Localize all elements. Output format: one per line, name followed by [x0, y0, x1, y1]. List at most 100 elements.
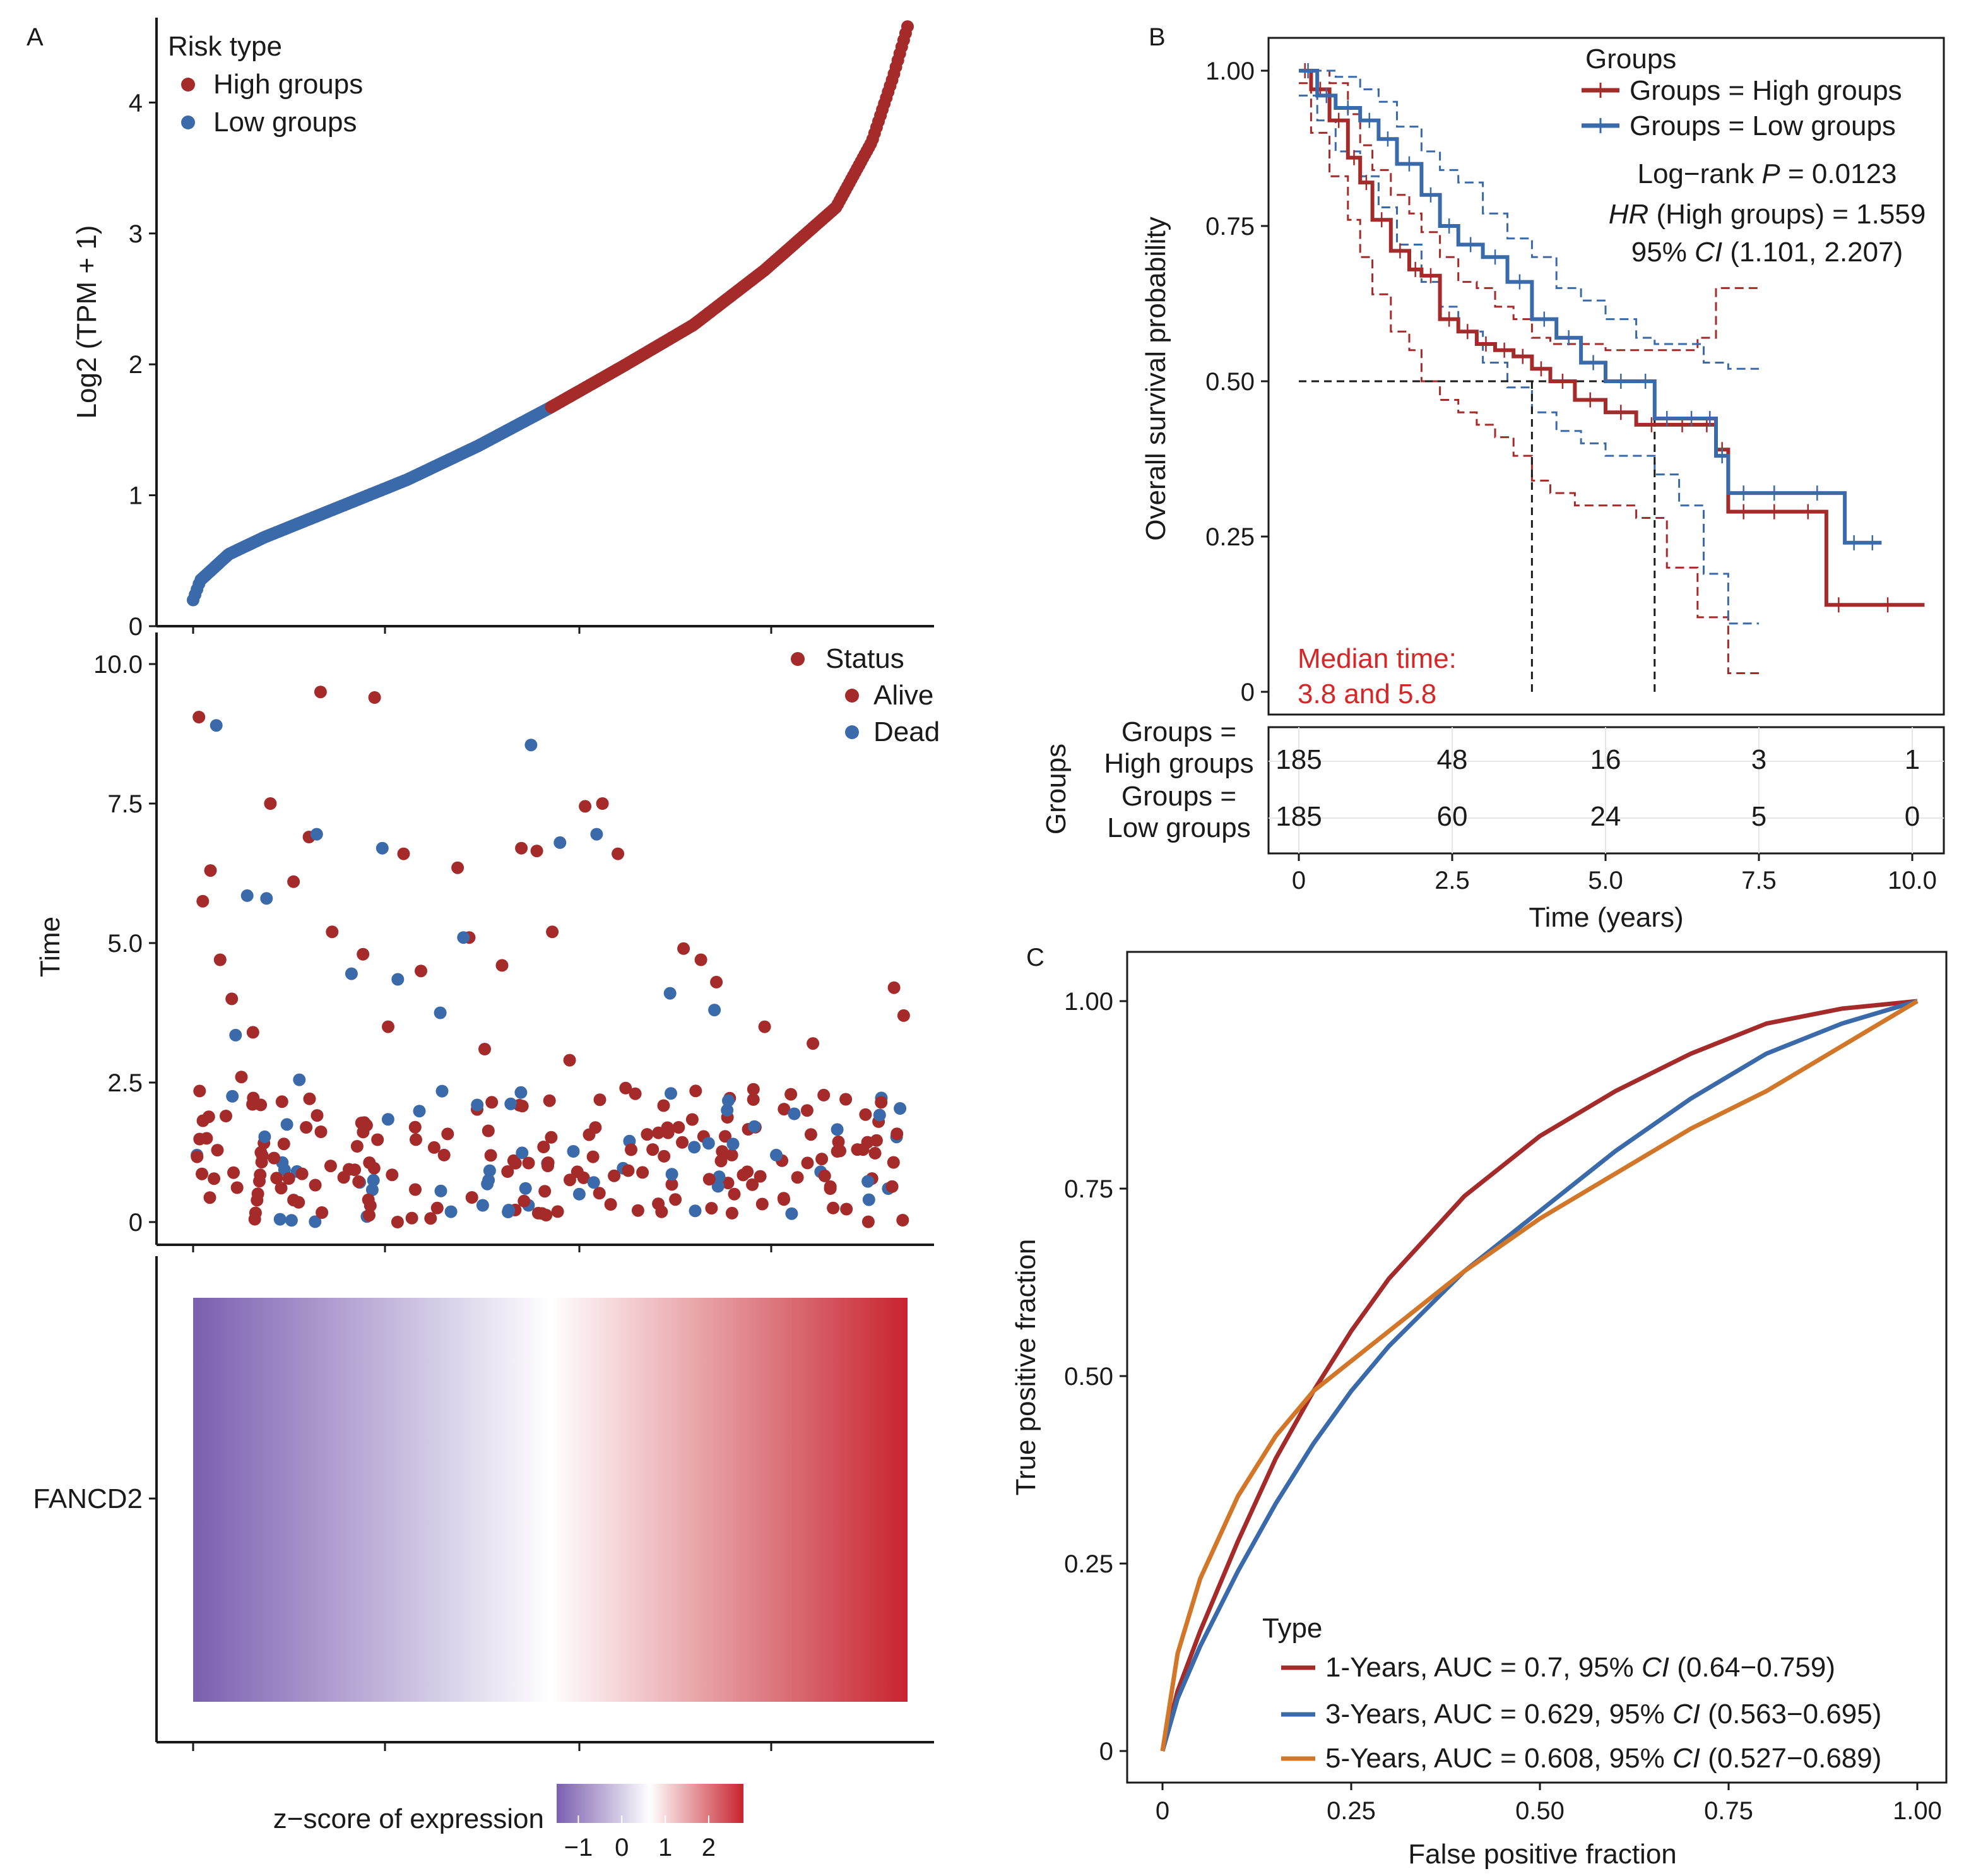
b-risk-count-low: 24: [1590, 801, 1621, 832]
a-mid-point: [641, 1128, 654, 1141]
a-mid-point: [471, 1098, 484, 1112]
a-mid-legend-dead: Dead: [873, 716, 940, 747]
b-risk-high-label2: High groups: [1104, 748, 1253, 779]
b-stat-hr: HR (High groups) = 1.559: [1609, 199, 1926, 230]
a-mid-point: [619, 1081, 632, 1095]
panel-c-roc: 0 0 0.25 0.25 0.50 0.50 0.75 0.75 1.00 1.00 True …: [1010, 951, 1948, 1870]
a-mid-point: [371, 1133, 384, 1146]
a-mid-point: [784, 1088, 798, 1101]
a-mid-point: [504, 1097, 518, 1110]
a-mid-point: [587, 1176, 600, 1189]
b-legend: Groups Groups = High groups Groups = Low…: [1582, 44, 1902, 141]
a-mid-point: [711, 1180, 725, 1193]
a-mid-point: [665, 1178, 678, 1191]
panel-b-label: B: [1149, 23, 1166, 51]
a-mid-point: [397, 847, 410, 860]
b-stat-ci-value: (1.101, 2.207): [1722, 237, 1903, 268]
a-mid-point: [324, 1160, 337, 1173]
a-mid-point: [293, 1073, 306, 1086]
a-mid-point: [840, 1202, 853, 1216]
a-mid-point: [509, 1156, 522, 1170]
c-legend-1: 1-Years, AUC = 0.7, 95% CI (0.64−0.759): [1325, 1652, 1835, 1683]
colorbar: [557, 1784, 743, 1823]
a-mid-point: [631, 1204, 644, 1217]
a-mid-point: [391, 973, 405, 986]
b-ci-lower: [1299, 82, 1759, 674]
b-median-line2: 3.8 and 5.8: [1298, 679, 1436, 709]
b-xtick-label: 5.0: [1588, 867, 1623, 894]
a-mid-point: [567, 1145, 580, 1158]
a-mid-point: [596, 797, 609, 810]
a-mid-point: [501, 1165, 514, 1178]
b-stat-hr-value: (High groups) = 1.559: [1648, 199, 1926, 230]
a-mid-point: [862, 1193, 875, 1206]
colorbar-title: z−score of expression: [273, 1803, 544, 1834]
a-mid-point: [747, 1083, 760, 1096]
a-mid-point: [778, 1103, 791, 1116]
a-mid-point: [541, 1156, 555, 1169]
a-mid-point: [716, 1145, 729, 1158]
c-legend-1-ci: CI: [1642, 1652, 1669, 1683]
c-legend-1-suffix: (0.64−0.759): [1669, 1652, 1835, 1683]
a-mid-point: [522, 1156, 535, 1170]
a-mid-point: [545, 1131, 558, 1144]
a-mid-point: [409, 1183, 422, 1196]
b-stat-logrank-prefix: Log−rank: [1637, 158, 1761, 189]
c-legend-3-ci: CI: [1672, 1699, 1700, 1730]
a-top-yticks: 0 1 2 3 4: [129, 89, 157, 641]
b-risk-count-high: 48: [1437, 744, 1468, 775]
c-legend-title: Type: [1262, 1613, 1322, 1644]
b-ytick-label: 0.25: [1205, 523, 1255, 551]
b-xtick-label: 2.5: [1435, 867, 1470, 894]
c-ytick-label: 0.25: [1064, 1550, 1113, 1578]
b-xtick-label: 7.5: [1741, 867, 1777, 894]
a-mid-point: [381, 1113, 394, 1126]
a-mid-point: [316, 1206, 329, 1219]
a-mid-point: [694, 953, 707, 966]
c-xtick-label: 0.50: [1515, 1797, 1565, 1825]
a-mid-point: [689, 1084, 702, 1098]
a-mid-point: [713, 1170, 726, 1184]
a-mid-point: [280, 1118, 293, 1131]
c-ytick-label: 0.50: [1064, 1363, 1113, 1391]
a-mid-point: [702, 1173, 716, 1186]
a-mid-point: [721, 1103, 734, 1117]
a-mid-ytick-label: 10.0: [93, 651, 143, 679]
a-mid-legend-alive-marker: [845, 689, 859, 703]
a-mid-point: [203, 1191, 216, 1204]
a-mid-point: [310, 828, 323, 841]
a-mid-point: [424, 1212, 437, 1225]
a-top-legend: Risk type High groups Low groups: [168, 31, 363, 138]
a-mid-point: [593, 1093, 606, 1107]
a-mid-legend-alive: Alive: [873, 680, 933, 711]
a-mid-point: [702, 1137, 715, 1150]
b-risk-low-label2: Low groups: [1107, 812, 1250, 843]
a-mid-point: [382, 1020, 394, 1033]
a-mid-point: [728, 1187, 741, 1201]
a-mid-point: [859, 1108, 872, 1121]
panel-c-label: C: [1026, 944, 1044, 971]
a-mid-legend-title-marker: [791, 652, 805, 666]
a-mid-point: [309, 1178, 322, 1192]
a-mid-point: [210, 719, 223, 732]
a-mid-point: [531, 1206, 545, 1220]
a-mid-point: [516, 1146, 529, 1160]
a-mid-point: [755, 1197, 769, 1211]
a-mid-point: [785, 1207, 798, 1220]
a-mid-point: [196, 1167, 208, 1180]
a-mid-point: [240, 889, 254, 902]
b-risk-count-high: 16: [1590, 744, 1621, 775]
b-stat-ci: 95% CI (1.101, 2.207): [1631, 237, 1903, 268]
c-legend-5-ci: CI: [1672, 1743, 1700, 1774]
c-roc-curve: [1160, 999, 1919, 1752]
a-mid-point: [485, 1096, 499, 1109]
a-mid-point: [661, 1121, 674, 1134]
a-top-ytick-label: 4: [129, 89, 143, 117]
a-mid-point: [875, 1096, 888, 1109]
a-mid-point: [482, 1124, 495, 1137]
a-mid-point: [625, 1143, 637, 1156]
a-mid-point: [519, 1182, 532, 1195]
heatmap-row-label: FANCD2: [33, 1483, 143, 1514]
a-mid-point: [434, 1006, 447, 1019]
a-mid-point: [264, 797, 277, 810]
